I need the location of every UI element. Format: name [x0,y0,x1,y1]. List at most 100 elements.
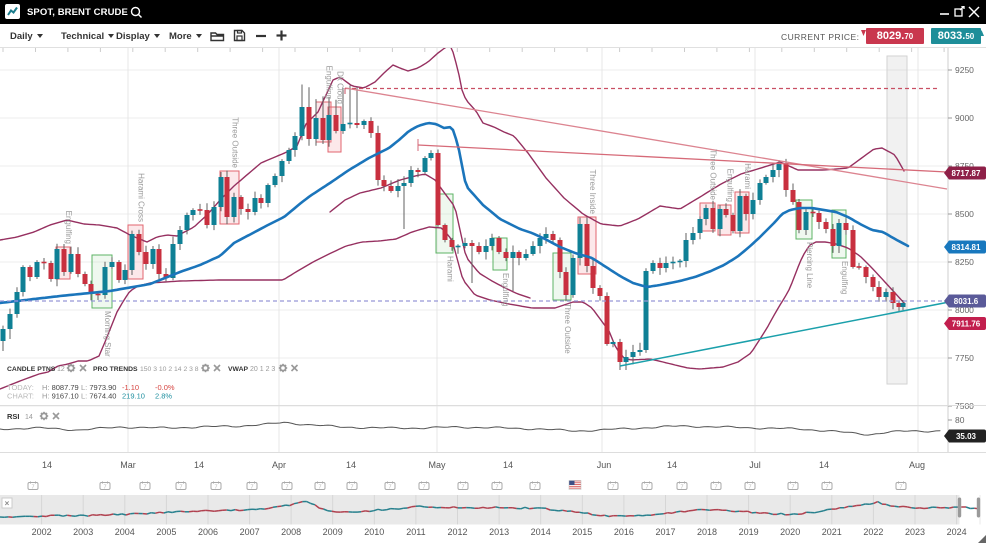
svg-text:2003: 2003 [73,527,93,537]
svg-text:7: 7 [318,485,321,491]
svg-text:2007: 2007 [240,527,260,537]
svg-text:Three Inside: Three Inside [588,170,597,215]
svg-text:2002: 2002 [32,527,52,537]
svg-text:9250: 9250 [955,65,974,75]
svg-text:2006: 2006 [198,527,218,537]
svg-text:7: 7 [285,485,288,491]
svg-text:Jun: Jun [597,460,612,470]
svg-text:PRO TRENDS: PRO TRENDS [93,366,138,373]
svg-text:Engulfing: Engulfing [840,261,849,294]
svg-text:2019: 2019 [739,527,759,537]
svg-text:2011: 2011 [406,527,425,537]
svg-text:L: 7674.40: L: 7674.40 [81,392,116,401]
svg-text:14: 14 [667,460,677,470]
svg-text:8314.81: 8314.81 [952,243,981,252]
svg-text:2010: 2010 [364,527,384,537]
svg-text:14: 14 [819,460,829,470]
svg-text:2008: 2008 [281,527,301,537]
svg-text:Jul: Jul [749,460,761,470]
svg-text:Piercing Line: Piercing Line [805,242,814,289]
svg-text:L: 7973.90: L: 7973.90 [81,383,116,392]
svg-text:2005: 2005 [156,527,176,537]
svg-text:7: 7 [495,485,498,491]
svg-text:Dk Cloud: Dk Cloud [336,71,345,104]
svg-text:May: May [428,460,446,470]
svg-text:7: 7 [422,485,425,491]
svg-text:7: 7 [350,485,353,491]
svg-text:Engulfing: Engulfing [501,273,510,306]
svg-text:2020: 2020 [780,527,800,537]
svg-text:12: 12 [57,366,65,373]
svg-text:Morning Star: Morning Star [103,311,112,357]
svg-text:14: 14 [25,414,33,421]
svg-text:Three Outside: Three Outside [563,303,572,354]
svg-text:2012: 2012 [447,527,467,537]
svg-text:Apr: Apr [272,460,286,470]
svg-text:CHART:: CHART: [7,392,34,401]
svg-text:2014: 2014 [531,527,551,537]
svg-text:2021: 2021 [822,527,842,537]
svg-text:8000: 8000 [955,305,974,315]
svg-text:14: 14 [503,460,513,470]
svg-text:TODAY:: TODAY: [7,383,34,392]
svg-text:RSI: RSI [7,412,20,421]
svg-text:2018: 2018 [697,527,717,537]
svg-text:×: × [5,499,10,508]
svg-text:7: 7 [143,485,146,491]
svg-text:7: 7 [31,485,34,491]
svg-text:7: 7 [103,485,106,491]
svg-text:2016: 2016 [614,527,634,537]
svg-text:8717.87: 8717.87 [952,169,981,178]
svg-text:2024: 2024 [947,527,967,537]
svg-text:2017: 2017 [655,527,675,537]
svg-text:7: 7 [388,485,391,491]
svg-text:7: 7 [179,485,182,491]
svg-text:Three Outside: Three Outside [231,117,240,168]
svg-text:8500: 8500 [955,209,974,219]
svg-text:8250: 8250 [955,257,974,267]
svg-text:8750: 8750 [955,161,974,171]
svg-text:14: 14 [194,460,204,470]
svg-text:CANDLE PTNS: CANDLE PTNS [7,366,56,373]
svg-text:-1.10: -1.10 [122,383,139,392]
svg-text:7911.76: 7911.76 [952,320,981,329]
svg-text:H: 9167.10: H: 9167.10 [42,392,79,401]
svg-text:Engulfing: Engulfing [726,169,735,202]
svg-text:7: 7 [791,485,794,491]
svg-text:7: 7 [748,485,751,491]
svg-text:2023: 2023 [905,527,925,537]
svg-text:2004: 2004 [115,527,135,537]
svg-text:14: 14 [346,460,356,470]
svg-text:7: 7 [611,485,614,491]
svg-text:Engulfing: Engulfing [64,211,73,244]
svg-text:Engulfing: Engulfing [325,66,334,99]
svg-text:2022: 2022 [863,527,883,537]
svg-text:2009: 2009 [323,527,343,537]
svg-text:20 1 2 3: 20 1 2 3 [250,366,275,373]
svg-text:-0.0%: -0.0% [155,383,175,392]
svg-text:7: 7 [461,485,464,491]
svg-text:7: 7 [825,485,828,491]
svg-text:7: 7 [214,485,217,491]
svg-text:150 3 10 2 14 2 3 8: 150 3 10 2 14 2 3 8 [140,366,199,373]
svg-text:Three Outside: Three Outside [709,149,718,200]
svg-text:7: 7 [680,485,683,491]
svg-text:Aug: Aug [909,460,925,470]
svg-text:9000: 9000 [955,113,974,123]
svg-text:VWAP: VWAP [228,366,248,373]
svg-text:2.8%: 2.8% [155,392,172,401]
svg-text:7750: 7750 [955,353,974,363]
svg-text:Harami: Harami [743,163,752,189]
svg-text:H: 8087.79: H: 8087.79 [42,383,79,392]
svg-text:80: 80 [955,415,965,425]
svg-text:2015: 2015 [572,527,592,537]
svg-text:14: 14 [42,460,52,470]
svg-text:219.10: 219.10 [122,392,145,401]
svg-text:2013: 2013 [489,527,509,537]
svg-text:7: 7 [714,485,717,491]
svg-text:8031.6: 8031.6 [954,297,979,306]
svg-text:Mar: Mar [120,460,136,470]
svg-text:Harami: Harami [446,256,455,282]
svg-text:Harami Cross: Harami Cross [137,173,146,222]
svg-text:7: 7 [645,485,648,491]
